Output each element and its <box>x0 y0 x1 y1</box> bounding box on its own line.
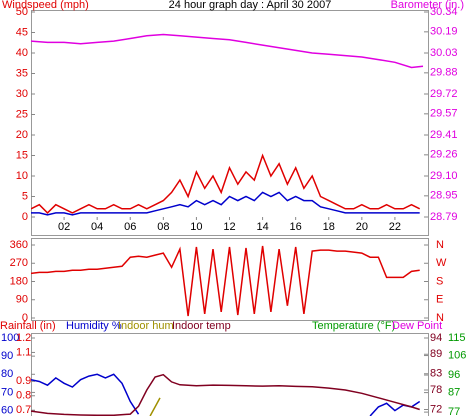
tick-label: 83 <box>430 368 442 380</box>
tick-label: 87 <box>448 387 460 399</box>
tick-label: 0 <box>22 312 28 324</box>
panel-frame <box>31 333 429 416</box>
x-tick-label: 02 <box>58 221 70 233</box>
tick-label: 15 <box>16 149 28 161</box>
tick-label: 28.79 <box>430 211 458 223</box>
x-tick-label: 18 <box>323 221 335 233</box>
tick-label: 30 <box>16 88 28 100</box>
series-line <box>31 245 420 317</box>
tick-label: 270 <box>10 257 28 269</box>
tick-label: 96 <box>448 369 460 381</box>
tick-label: 360 <box>10 239 28 251</box>
tick-label: 180 <box>10 275 28 287</box>
chart-title: 24 hour graph day : April 30 2007 <box>169 0 332 11</box>
tick-label: 50 <box>16 6 28 18</box>
panel-frame <box>31 10 429 236</box>
legend-label: Indoor temp <box>172 320 231 332</box>
tick-label: 115 <box>448 332 466 344</box>
legend-label: Rainfall (in) <box>0 320 56 332</box>
x-tick-label: 20 <box>356 221 368 233</box>
series-line <box>31 191 420 216</box>
x-tick-label: 16 <box>290 221 302 233</box>
tick-label: 45 <box>16 26 28 38</box>
tick-label: 0.8 <box>16 390 31 402</box>
series-line <box>31 373 420 416</box>
series-line <box>149 397 161 416</box>
tick-label: 94 <box>430 332 442 344</box>
legend-label: Indoor hum <box>118 320 174 332</box>
tick-label: S <box>436 275 443 287</box>
tick-label: W <box>436 257 447 269</box>
tick-label: 29.26 <box>430 149 458 161</box>
x-tick-label: 10 <box>190 221 202 233</box>
tick-label: 29.57 <box>430 108 458 120</box>
y-axis-label: Windspeed (mph) <box>2 0 89 11</box>
tick-label: 80 <box>1 368 13 380</box>
tick-label: 106 <box>448 349 466 361</box>
tick-label: 20 <box>16 129 28 141</box>
legend-label: Humidity % <box>66 320 122 332</box>
tick-label: 100 <box>1 332 19 344</box>
tick-label: 29.72 <box>430 88 458 100</box>
tick-label: 25 <box>16 108 28 120</box>
series-line <box>31 33 424 69</box>
legend-label: Dew Point <box>392 320 442 332</box>
series-line <box>31 153 421 214</box>
tick-label: 0 <box>22 211 28 223</box>
tick-label: 29.88 <box>430 67 458 79</box>
tick-label: 70 <box>1 386 13 398</box>
series-line <box>31 373 140 415</box>
tick-label: 90 <box>16 294 28 306</box>
tick-label: 72 <box>430 403 442 415</box>
tick-label: 30.03 <box>430 47 458 59</box>
tick-label: 60 <box>1 404 13 416</box>
tick-label: N <box>436 312 444 324</box>
tick-label: E <box>436 294 443 306</box>
x-tick-label: 22 <box>389 221 401 233</box>
tick-label: 1.2 <box>16 332 31 344</box>
tick-label: 0.9 <box>16 375 31 387</box>
tick-label: 29.41 <box>430 129 458 141</box>
tick-label: 89 <box>430 348 442 360</box>
tick-label: 10 <box>16 170 28 182</box>
tick-label: 28.95 <box>430 190 458 202</box>
tick-label: 30.19 <box>430 26 458 38</box>
tick-label: 30.34 <box>430 6 458 18</box>
x-tick-label: 12 <box>223 221 235 233</box>
tick-label: 1.1 <box>16 346 31 358</box>
tick-label: 90 <box>1 350 13 362</box>
tick-label: 29.10 <box>430 170 458 182</box>
x-tick-label: 04 <box>91 221 103 233</box>
tick-label: 78 <box>430 384 442 396</box>
x-tick-label: 14 <box>256 221 268 233</box>
tick-label: 35 <box>16 67 28 79</box>
tick-label: 77 <box>448 406 460 416</box>
tick-label: 0.7 <box>16 404 31 416</box>
tick-label: 5 <box>22 190 28 202</box>
x-tick-label: 06 <box>124 221 136 233</box>
y2-axis-label: Barometer (in.) <box>391 0 464 11</box>
legend-label: Temperature (°F) <box>312 320 395 332</box>
tick-label: N <box>436 239 444 251</box>
panel-frame <box>31 238 429 321</box>
x-tick-label: 08 <box>157 221 169 233</box>
tick-label: 40 <box>16 47 28 59</box>
